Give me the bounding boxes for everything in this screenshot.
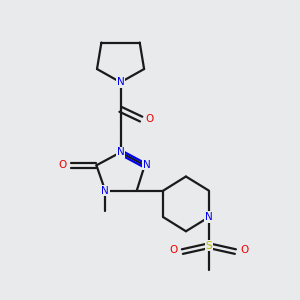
- Text: N: N: [117, 147, 124, 158]
- Text: O: O: [240, 245, 248, 255]
- Text: O: O: [58, 160, 66, 170]
- Text: O: O: [169, 245, 178, 255]
- Text: N: N: [101, 186, 109, 196]
- Text: S: S: [206, 241, 212, 251]
- Text: O: O: [145, 114, 154, 124]
- Text: N: N: [205, 212, 213, 222]
- Text: N: N: [143, 160, 151, 170]
- Text: N: N: [117, 77, 124, 87]
